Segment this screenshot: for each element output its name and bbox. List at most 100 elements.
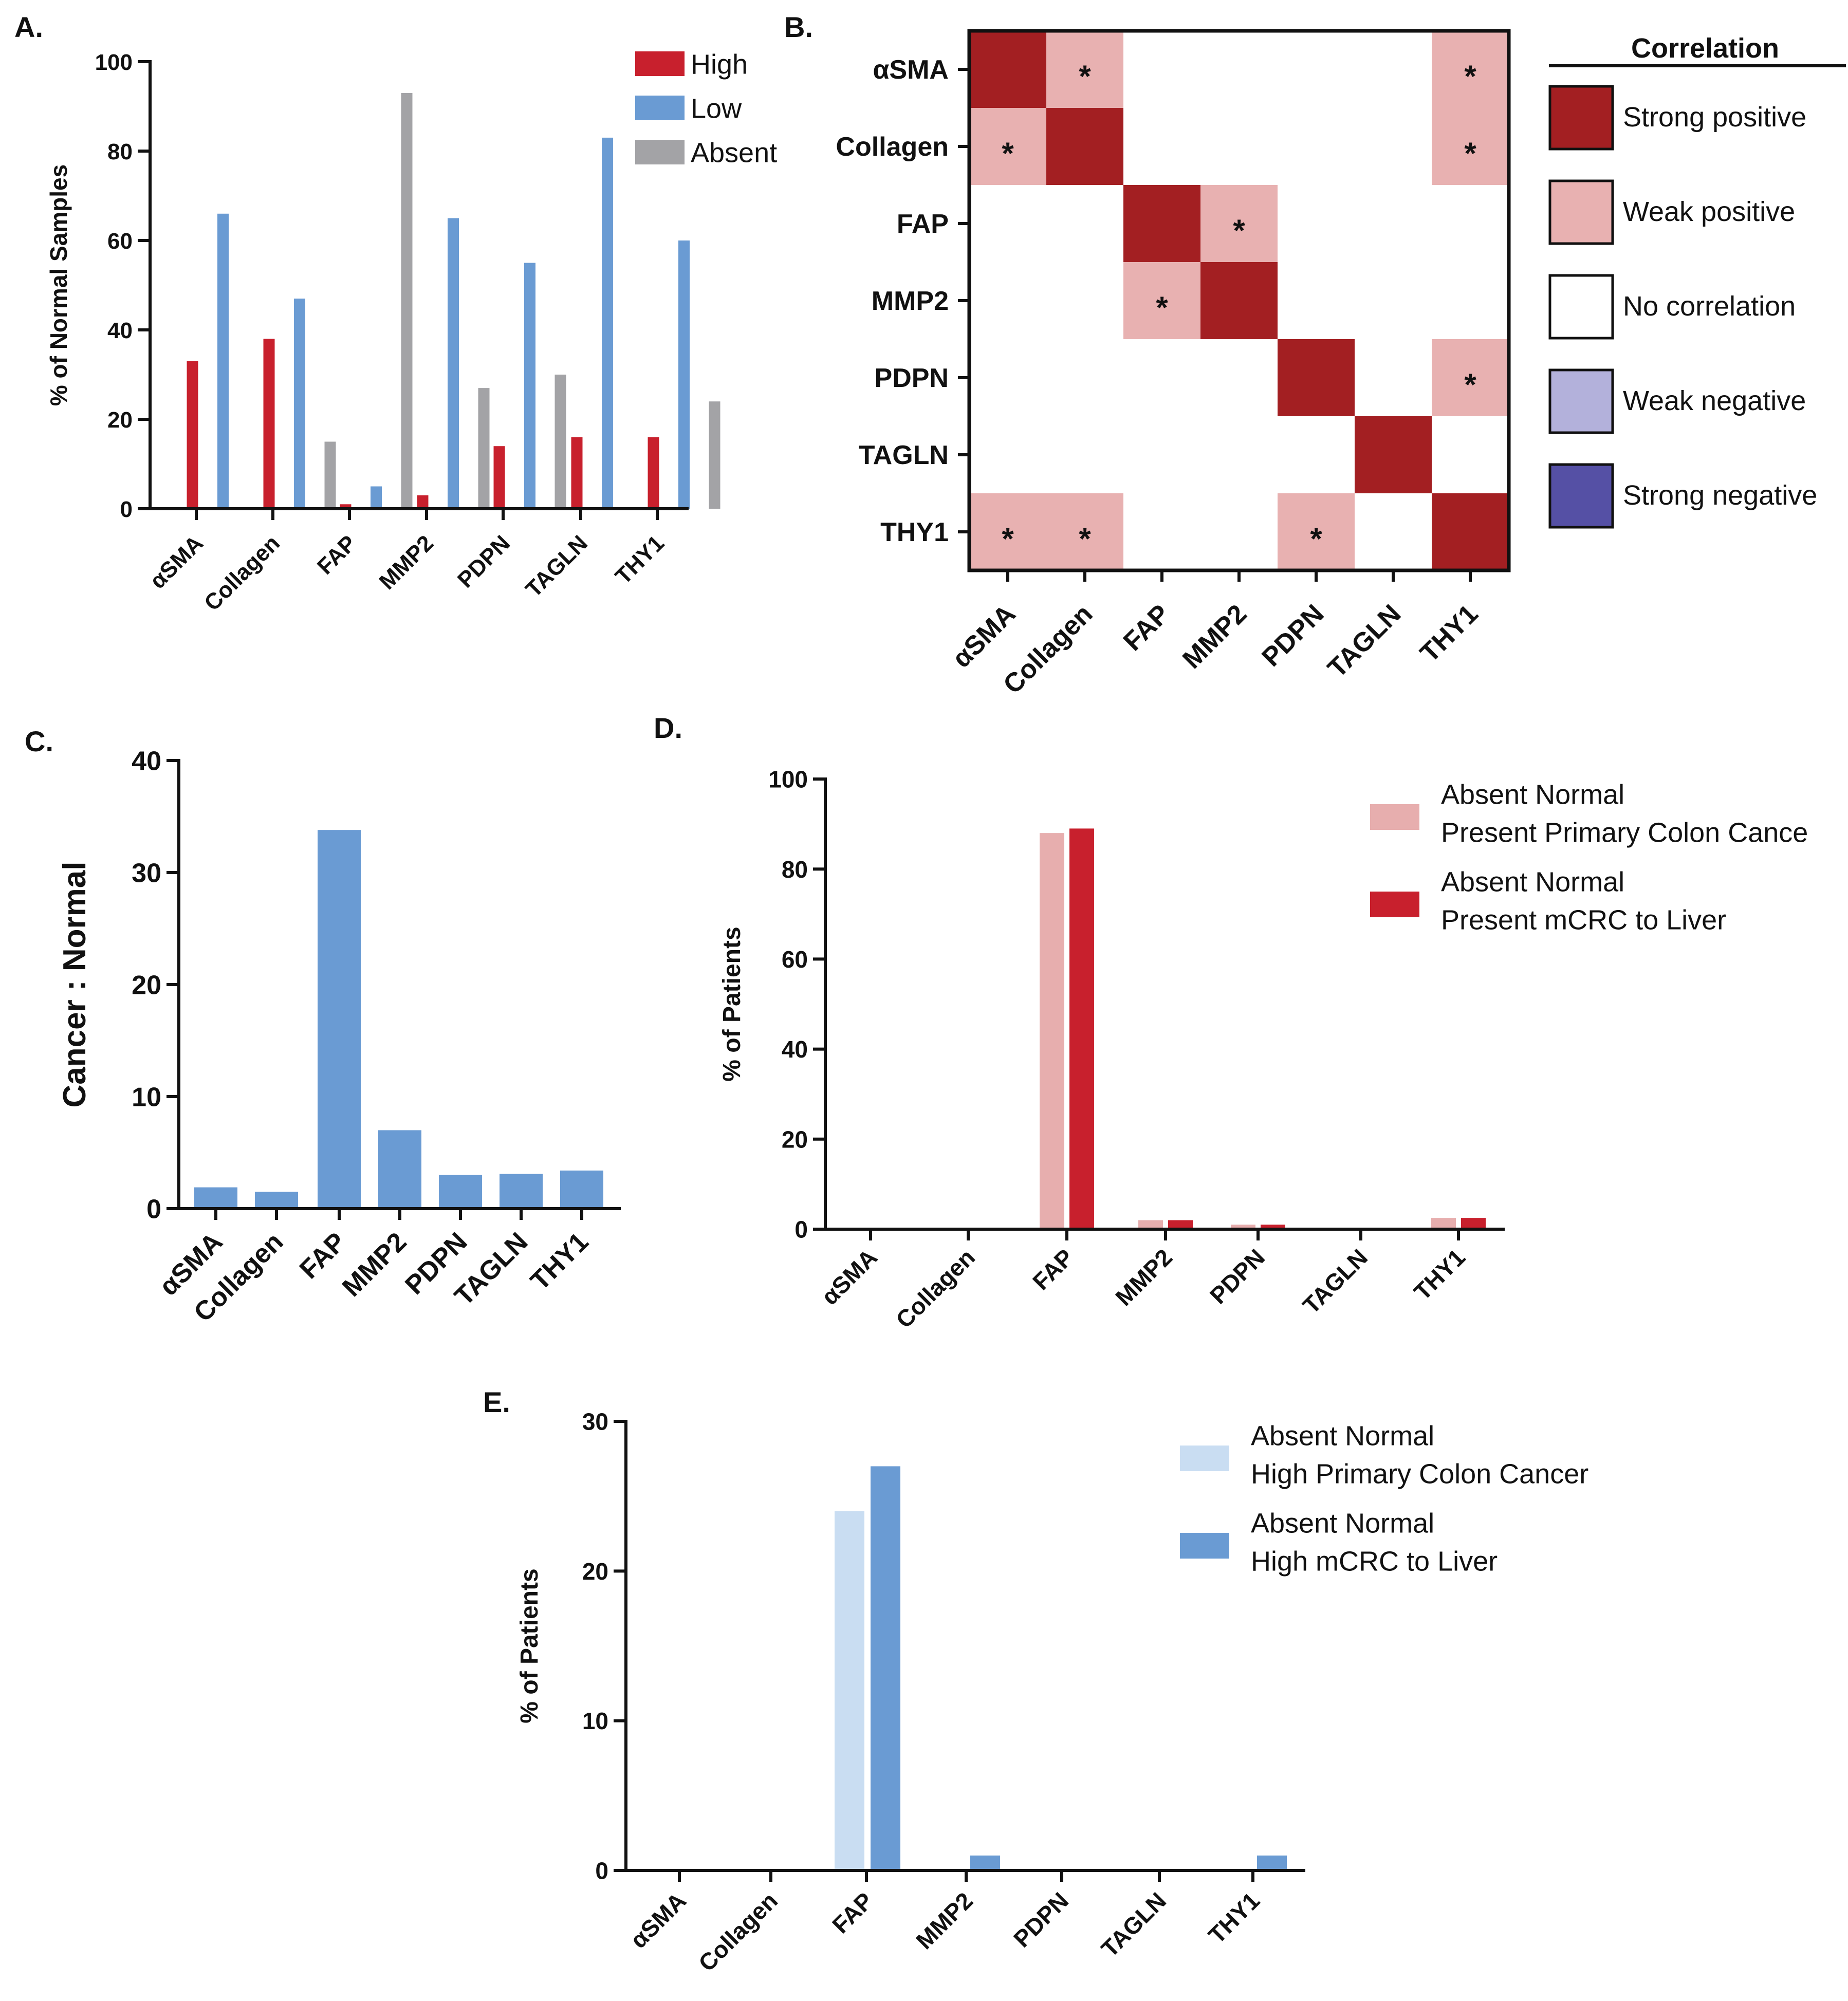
heatmap-cell-none [1123,416,1200,493]
heatmap-cell-weak-pos [1278,493,1355,570]
bar-a-low-fap [371,486,382,509]
heatmap-cell-weak-pos [1200,185,1278,262]
bar-e-absent-normal-high-mcrc-to-liver-thy1 [1257,1855,1287,1870]
legend-label-a: Low [691,93,742,124]
heatmap-cell-none [1046,339,1123,416]
heatmap-cell-none [1432,185,1509,262]
bar-a-low-collagen [294,299,305,509]
bar-d-absent-normal-present-mcrc-to-liver-thy1 [1461,1218,1486,1229]
significance-star: * [1002,522,1014,556]
bar-a-high-fap [340,504,352,509]
heatmap-cell-none [969,185,1046,262]
y-axis-title-c: Cancer : Normal [57,862,93,1108]
heatmap-row-label: TAGLN [859,440,949,470]
bar-d-absent-normal-present-primary-colon-cance-fap [1040,833,1064,1229]
heatmap-cell-weak-pos [1432,339,1509,416]
heatmap-cell-none [1278,108,1355,185]
bar-a-absent-thy1 [709,401,720,509]
legend-label-e: Absent Normal [1251,1508,1434,1539]
bar-a-low-asma [217,213,229,509]
heatmap-cell-none [969,262,1046,339]
bar-c-cancer-normal-fap [318,830,361,1209]
heatmap-cell-strong-pos [1123,185,1200,262]
legend-label-a: High [691,49,748,80]
heatmap-cell-none [1355,262,1432,339]
heatmap-cell-strong-pos [969,31,1046,108]
heatmap-cell-none [1432,262,1509,339]
y-tick-label-d: 40 [782,1036,808,1063]
bar-a-absent-fap [401,92,413,509]
heatmap-row-label: THY1 [880,517,949,547]
y-tick-label-e: 0 [595,1858,608,1884]
heatmap-cell-none [1200,339,1278,416]
heatmap-cell-strong-pos [1046,108,1123,185]
heatmap-cell-none [1355,108,1432,185]
y-tick-label-d: 0 [794,1216,808,1243]
heatmap-cell-none [1432,416,1509,493]
legend-swatch-d-absent-normal-present-mcrc-to-liver [1370,892,1419,917]
panel-d-label: D. [654,712,682,744]
bar-a-low-thy1 [678,240,690,509]
heatmap-cell-none [1046,416,1123,493]
y-tick-label-a: 40 [107,318,133,343]
y-tick-label-c: 0 [146,1195,161,1225]
bar-a-low-mmp2 [448,218,459,509]
bar-a-low-pdpn [524,263,535,509]
heatmap-cell-none [969,416,1046,493]
heatmap-cell-none [1278,416,1355,493]
heatmap-cell-weak-pos [1432,31,1509,108]
y-tick-label-e: 20 [582,1558,608,1585]
y-tick-label-a: 80 [107,139,133,164]
bar-e-absent-normal-high-primary-colon-cancer-fap [835,1511,864,1870]
bar-c-cancer-normal-collagen [255,1192,298,1209]
legend-label-a: Absent [691,137,777,168]
heatmap-cell-weak-pos [1123,262,1200,339]
bar-a-high-pdpn [493,446,505,509]
y-axis-title-d: % of Patients [718,927,746,1081]
bar-a-low-tagln [602,137,613,509]
y-tick-label-c: 30 [132,859,161,888]
y-tick-label-d: 20 [782,1126,808,1153]
heatmap-cell-none [1123,108,1200,185]
y-axis-title-e: % of Patients [516,1568,543,1723]
significance-star: * [1464,136,1476,171]
heatmap-cell-none [1278,31,1355,108]
panel-b-label: B. [784,11,813,43]
bar-a-high-tagln [571,437,583,509]
legend-label-d: Absent Normal [1441,779,1624,810]
heatmap-cell-weak-pos [969,108,1046,185]
heatmap-cell-strong-pos [1200,262,1278,339]
heatmap-cell-none [1355,185,1432,262]
significance-star: * [1156,290,1168,325]
significance-star: * [1464,367,1476,402]
heatmap-cell-none [1200,31,1278,108]
y-tick-label-a: 0 [120,497,133,522]
heatmap-row-label: Collagen [836,132,949,162]
legend-swatch-d-absent-normal-present-primary-colon-cance [1370,804,1419,830]
bar-d-absent-normal-present-mcrc-to-liver-mmp2 [1168,1220,1193,1229]
bar-a-high-asma [187,361,198,509]
significance-star: * [1002,136,1014,171]
heatmap-legend-swatch-weak-neg [1548,368,1614,434]
heatmap-legend-label: No correlation [1623,291,1796,322]
heatmap-legend-label: Strong positive [1623,102,1806,133]
legend-label-d: Present Primary Colon Cance [1441,817,1808,848]
y-axis-title-a: % of Normal Samples [45,164,72,406]
significance-star: * [1233,213,1245,248]
legend-swatch-a-absent [635,140,685,164]
heatmap-cell-none [1200,108,1278,185]
bar-c-cancer-normal-thy1 [560,1170,603,1209]
legend-label-e: High Primary Colon Cancer [1251,1458,1588,1489]
heatmap-cell-none [969,339,1046,416]
legend-swatch-a-low [635,96,685,120]
bar-e-absent-normal-high-mcrc-to-liver-fap [871,1466,900,1870]
heatmap-cell-weak-pos [969,493,1046,570]
heatmap-cell-none [1200,493,1278,570]
bar-d-absent-normal-present-mcrc-to-liver-fap [1069,828,1094,1229]
y-tick-label-d: 100 [768,766,808,793]
y-tick-label-d: 60 [782,946,808,973]
heatmap-cell-none [1200,416,1278,493]
heatmap-row-label: αSMA [873,55,949,85]
heatmap-cell-none [1123,493,1200,570]
